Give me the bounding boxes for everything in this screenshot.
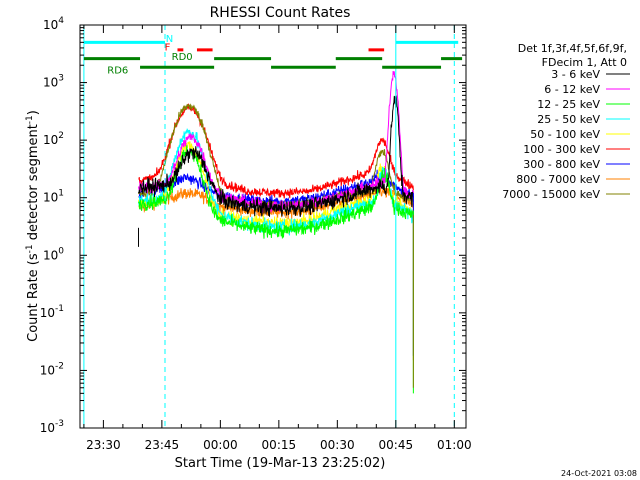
y-axis-label-main: Count Rate (s	[26, 253, 41, 342]
y-tick-label: 10-2	[40, 361, 64, 377]
y-tick-label: 101	[43, 189, 64, 205]
x-tick-label: 23:30	[86, 438, 121, 452]
legend-label-4: 50 - 100 keV	[530, 128, 600, 141]
legend-header-1: FDecim 1, Att 0	[542, 56, 627, 69]
x-tick-label: 00:45	[379, 438, 414, 452]
series-layer	[137, 70, 414, 394]
legend-label-6: 300 - 800 keV	[523, 158, 600, 171]
timestamp: 24-Oct-2021 03:08	[561, 469, 637, 478]
y-axis-label-end: )	[26, 110, 41, 115]
y-tick-base: 10	[40, 306, 55, 320]
y-tick-label: 104	[43, 16, 64, 32]
x-tick-label: 00:30	[320, 438, 355, 452]
y-tick-base: 10	[40, 421, 55, 435]
y-tick-exp: -3	[55, 419, 64, 429]
y-tick-base: 10	[43, 18, 58, 32]
y-tick-exp: -2	[55, 361, 64, 371]
y-tick-exp: 2	[58, 131, 64, 141]
series-line-8	[138, 95, 414, 217]
flag-label-2: RD0	[172, 52, 193, 63]
plot-frame	[79, 24, 467, 429]
legend-label-0: 3 - 6 keV	[551, 68, 600, 81]
legend-label-5: 100 - 300 keV	[523, 143, 600, 156]
flag-label-1: F	[165, 43, 171, 54]
y-tick-base: 10	[43, 248, 58, 262]
legend-label-1: 6 - 12 keV	[544, 83, 600, 96]
legend-label-2: 12 - 25 keV	[537, 98, 600, 111]
y-tick-base: 10	[43, 191, 58, 205]
series-line-0	[138, 185, 414, 220]
y-tick-exp: 4	[58, 16, 64, 26]
y-tick-base: 10	[40, 363, 55, 377]
y-tick-base: 10	[43, 133, 58, 147]
y-tick-label: 103	[43, 74, 64, 90]
legend: Det 1f,3f,4f,5f,6f,9f,FDecim 1, Att 03 -…	[502, 42, 630, 201]
y-axis-label-mid: detector segment	[26, 124, 41, 244]
chart-title: RHESSI Count Rates	[210, 5, 351, 21]
series-line-6	[138, 145, 414, 239]
legend-header-0: Det 1f,3f,4f,5f,6f,9f,	[518, 42, 627, 55]
y-tick-label: 10-3	[40, 419, 64, 435]
flag-label-0: N	[166, 34, 173, 45]
y-tick-label: 102	[43, 131, 64, 147]
y-tick-base: 10	[43, 76, 58, 90]
x-tick-label: 00:00	[203, 438, 238, 452]
y-axis-label-exp2: -1	[25, 115, 35, 124]
legend-label-8: 7000 - 15000 keV	[502, 188, 600, 201]
y-tick-exp: 1	[58, 189, 64, 199]
series-line-2	[138, 103, 414, 199]
flag-label-3: RD6	[107, 65, 128, 76]
y-tick-exp: 0	[58, 246, 64, 256]
y-axis-label-exp1: -1	[25, 244, 35, 253]
y-tick-exp: -1	[55, 304, 64, 314]
legend-label-7: 800 - 7000 keV	[516, 173, 600, 186]
x-tick-label: 23:45	[145, 438, 180, 452]
x-tick-label: 01:00	[437, 438, 472, 452]
x-tick-label: 00:15	[262, 438, 297, 452]
legend-label-3: 25 - 50 keV	[537, 113, 600, 126]
y-tick-exp: 3	[58, 74, 64, 84]
x-axis-label: Start Time (19-Mar-13 23:25:02)	[175, 456, 386, 471]
y-tick-label: 100	[43, 246, 64, 262]
y-axis-label: Count Rate (s-1 detector segment-1)	[25, 110, 41, 342]
y-tick-label: 10-1	[40, 304, 64, 320]
